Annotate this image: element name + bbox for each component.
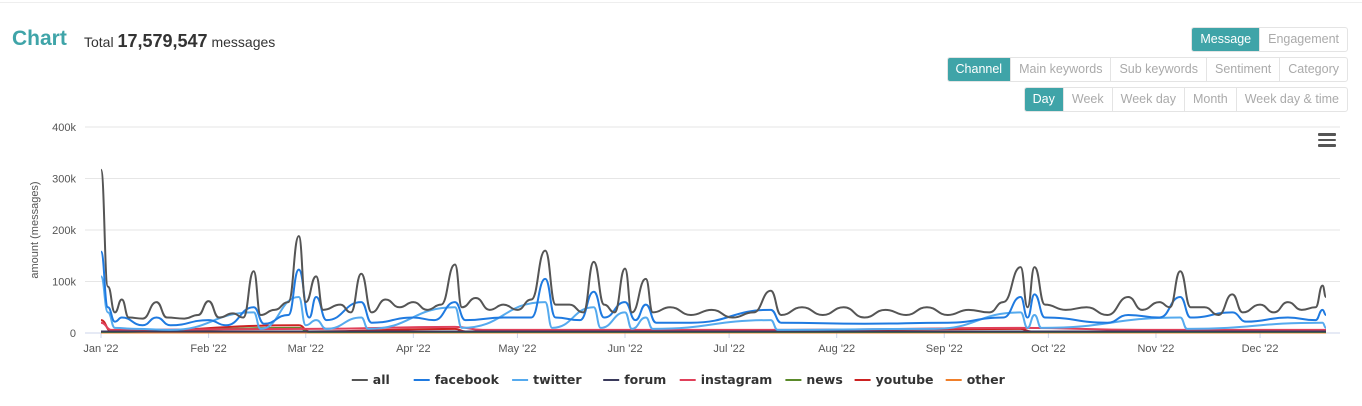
tab-week-day[interactable]: Week day	[1111, 88, 1184, 111]
legend-label: youtube	[876, 372, 934, 387]
legend: all facebook twitter forum instagram news yout…	[351, 372, 1006, 387]
group-toggle: Channel Main keywords Sub keywords Sentimen…	[946, 57, 1348, 82]
tab-main-keywords[interactable]: Main keywords	[1010, 58, 1110, 81]
x-tick-label: Jun '22	[607, 343, 642, 355]
total-prefix: Total	[84, 34, 114, 50]
x-tick-label: May '22	[498, 343, 536, 355]
metric-toggle: Message Engagement	[1191, 27, 1348, 52]
legend-item-youtube[interactable]: youtube	[854, 372, 934, 387]
x-tick-label: Feb '22	[190, 343, 226, 355]
legend-item-all[interactable]: all	[351, 372, 390, 387]
x-tick-label: Mar '22	[288, 343, 324, 355]
chart-title: Chart	[12, 27, 67, 50]
y-tick-label: 200k	[52, 225, 76, 237]
legend-label: news	[806, 372, 842, 387]
x-tick-label: Jul '22	[713, 343, 744, 355]
top-divider	[0, 2, 1362, 3]
tab-month[interactable]: Month	[1183, 88, 1236, 111]
legend-label: twitter	[533, 372, 582, 387]
x-tick-label: Oct '22	[1031, 343, 1066, 355]
x-tick-label: Apr '22	[396, 343, 431, 355]
legend-label: other	[967, 372, 1006, 387]
total-summary: Total 17,579,547 messages	[84, 31, 275, 52]
x-tick-label: Dec '22	[1242, 343, 1279, 355]
x-tick-label: Aug '22	[818, 343, 855, 355]
y-tick-label: 300k	[52, 174, 76, 186]
legend-item-other[interactable]: other	[945, 372, 1006, 387]
y-axis-title: amount (messages)	[29, 181, 41, 278]
y-tick-label: 100k	[52, 277, 76, 289]
tab-sentiment[interactable]: Sentiment	[1205, 58, 1279, 81]
legend-label: forum	[624, 372, 666, 387]
tab-week[interactable]: Week	[1062, 88, 1112, 111]
tab-message[interactable]: Message	[1192, 28, 1260, 51]
x-tick-label: Jan '22	[83, 343, 118, 355]
series-line-facebook	[100, 250, 1327, 327]
y-tick-label: 400k	[52, 122, 76, 134]
legend-item-facebook[interactable]: facebook	[413, 372, 500, 387]
tab-engagement[interactable]: Engagement	[1259, 28, 1347, 51]
chart-menu-icon[interactable]	[1318, 133, 1336, 150]
tab-week-day-time[interactable]: Week day & time	[1235, 88, 1347, 111]
legend-item-instagram[interactable]: instagram	[679, 372, 773, 387]
x-tick-label: Sep '22	[926, 343, 963, 355]
x-tick-label: Nov '22	[1137, 343, 1174, 355]
series-line-instagram	[100, 321, 1326, 331]
legend-item-twitter[interactable]: twitter	[512, 372, 582, 387]
series-line-all	[100, 168, 1327, 320]
series-line-twitter	[100, 275, 1327, 331]
total-suffix: messages	[211, 34, 276, 50]
y-tick-label: 0	[70, 328, 76, 340]
legend-item-forum[interactable]: forum	[603, 372, 666, 387]
tab-channel[interactable]: Channel	[947, 58, 1011, 81]
legend-label: instagram	[701, 372, 773, 387]
legend-label: facebook	[435, 372, 500, 387]
tab-sub-keywords[interactable]: Sub keywords	[1110, 58, 1206, 81]
legend-label: all	[373, 372, 390, 387]
tab-category[interactable]: Category	[1279, 58, 1347, 81]
tab-day[interactable]: Day	[1024, 88, 1063, 111]
legend-item-news[interactable]: news	[785, 372, 843, 387]
total-value: 17,579,547	[117, 31, 208, 51]
period-toggle: Day Week Week day Month Week day & time	[1023, 87, 1348, 112]
